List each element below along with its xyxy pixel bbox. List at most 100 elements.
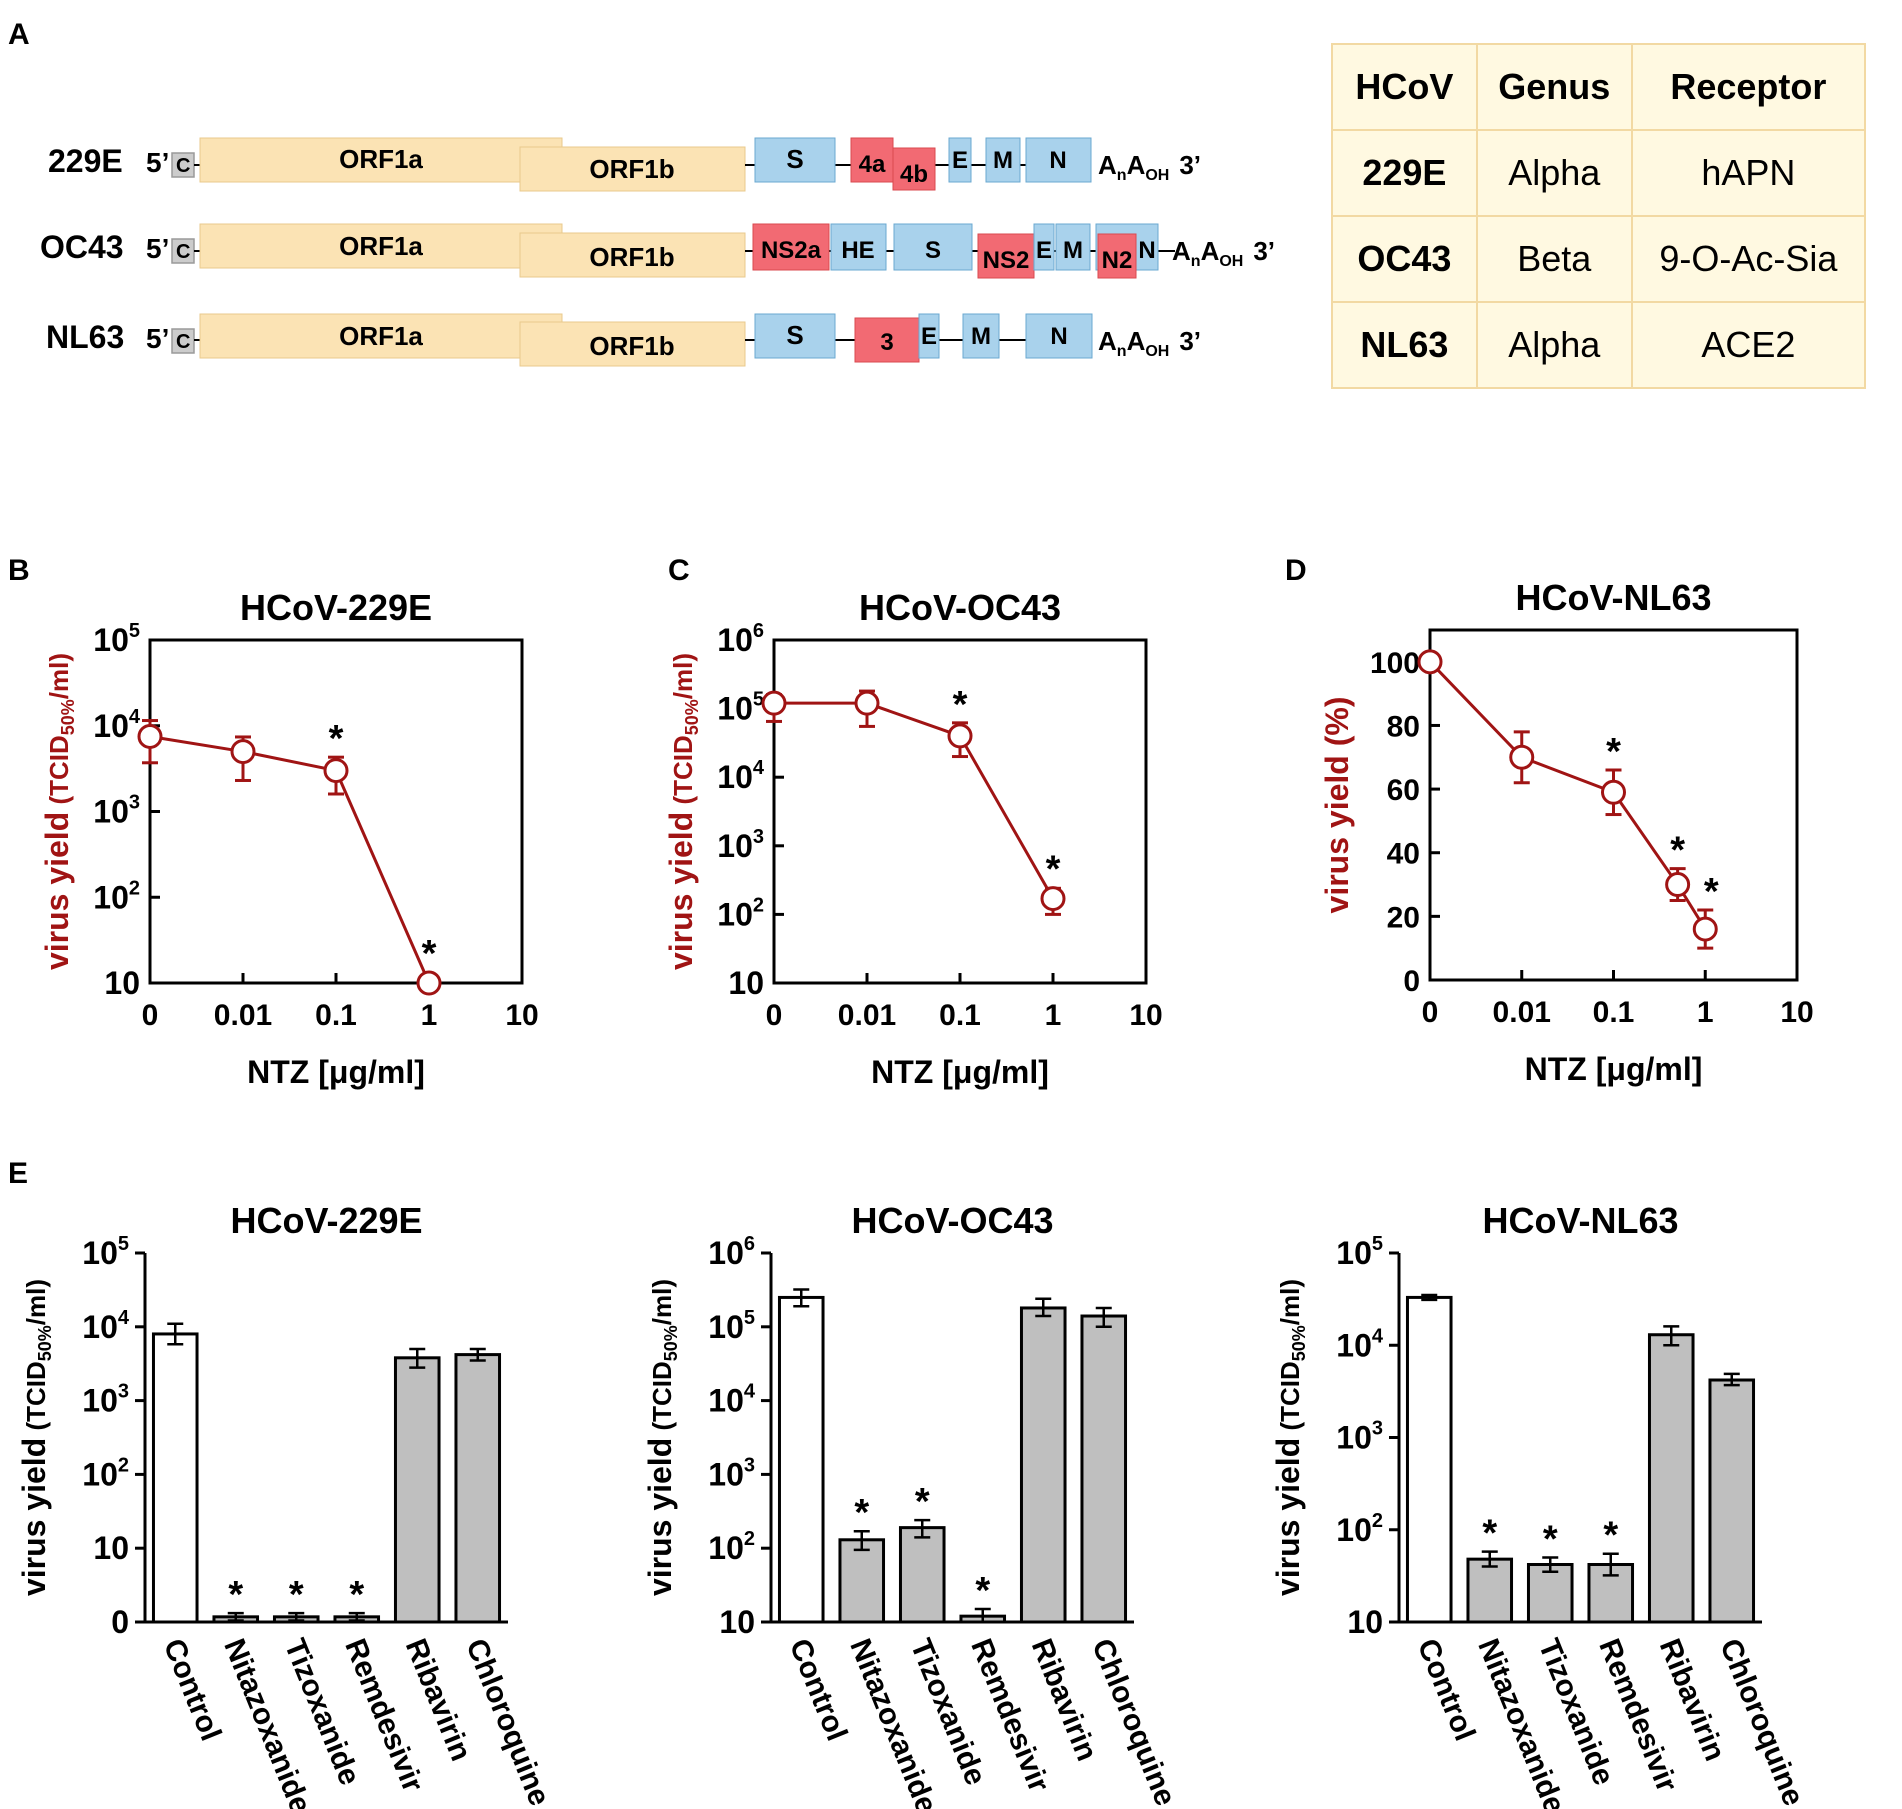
- chart-title: HCoV-NL63: [1482, 1200, 1678, 1241]
- significance-star: *: [854, 1492, 869, 1534]
- y-tick-label: 103: [93, 792, 140, 830]
- gene-n-label: N: [1049, 147, 1066, 174]
- three-prime-label: 3’: [1253, 236, 1275, 266]
- y-axis-label: virus yield (%): [1319, 697, 1355, 914]
- gene-s-label: S: [925, 237, 941, 264]
- panel-label-a: A: [8, 18, 30, 51]
- chart-panel-e-229e: 0 10 102 103 104 105 HCoV-229E virus yield (TCI…: [16, 1200, 556, 1809]
- chart-panel-e-nl63: 10 102 103 104 105 HCoV-NL63 virus yield (TCID…: [1270, 1200, 1810, 1809]
- significance-star: *: [1670, 830, 1685, 872]
- chart-panel-c-oc43: 10 102 103 104 105 106 0 0.01 0.1 1 10 HCoV-OC43 NTZ…: [663, 587, 1163, 1090]
- chart-panel-b-229e: 10 102 103 104 105 0 0.01 0.1 1 10 HCoV-229E NTZ [μ…: [39, 587, 539, 1090]
- gene-n2-label: N2: [1102, 247, 1133, 274]
- plot-frame: [148, 638, 524, 985]
- x-tick-label: 0.1: [1593, 996, 1635, 1029]
- y-tick-label: 40: [1387, 838, 1420, 871]
- table-cell: Alpha: [1475, 129, 1633, 217]
- data-point: [761, 690, 787, 716]
- panel-label-e: E: [8, 1157, 28, 1190]
- data-point: [1601, 779, 1626, 805]
- bar: [1647, 1333, 1695, 1624]
- y-tick-label: 105: [93, 620, 140, 658]
- table-cell: Beta: [1475, 215, 1633, 303]
- bar: [1526, 1563, 1574, 1624]
- gene-e-label: E: [921, 323, 937, 350]
- y-tick-label: 0: [1403, 965, 1420, 998]
- five-prime-label: 5’: [146, 323, 169, 354]
- y-axis-label: virus yield (TCID50%/ml): [642, 1279, 681, 1596]
- tail-oh: OH: [1145, 343, 1169, 360]
- gene-ns2a-label: NS2a: [761, 237, 822, 264]
- table-header: Genus: [1475, 43, 1633, 131]
- y-tick-label: 104: [708, 1381, 756, 1419]
- gene-e-box: [1033, 223, 1055, 271]
- bar: [1708, 1378, 1756, 1624]
- bar: [1405, 1295, 1453, 1624]
- gene-m-label: M: [1063, 237, 1083, 264]
- series-line: [1428, 660, 1707, 930]
- five-prime-label: 5’: [146, 233, 169, 264]
- genome-name: 229E: [48, 143, 123, 179]
- table-row: 229E Alpha hAPN: [1331, 129, 1867, 217]
- gene-4b-box: [892, 147, 936, 191]
- y-tick-label: 60: [1387, 774, 1420, 807]
- poly-a-tail: AnAOH 3’: [1172, 236, 1275, 270]
- x-category-label: Chloroquine: [1085, 1634, 1182, 1809]
- tail-a: A: [1172, 236, 1191, 266]
- significance-star: *: [422, 933, 437, 975]
- table-header-row: HCoV Genus Receptor: [1331, 43, 1867, 131]
- x-tick-label: 10: [1780, 996, 1813, 1029]
- y-tick-label: 10: [728, 965, 764, 1001]
- three-prime-label: 3’: [1179, 326, 1201, 356]
- data-point: [1040, 886, 1066, 912]
- orf1b-label: ORF1b: [589, 331, 674, 361]
- gene-n-box: [1025, 313, 1093, 359]
- data-point: [947, 723, 973, 749]
- gene-4a-label: 4a: [859, 151, 886, 178]
- orf1a-box: [199, 223, 563, 269]
- significance-star: *: [228, 1574, 243, 1616]
- significance-star: *: [1603, 1515, 1618, 1557]
- x-tick-label: 0: [766, 999, 783, 1032]
- genome-name: NL63: [46, 319, 124, 355]
- gene-ns2a-box: [752, 223, 830, 271]
- significance-star: *: [289, 1574, 304, 1616]
- tail-a2: A: [1201, 236, 1220, 266]
- y-tick-label: 102: [93, 877, 140, 915]
- y-tick-label: 102: [1336, 1510, 1383, 1548]
- x-tick-label: 0: [142, 999, 159, 1032]
- x-category-label: Chloroquine: [1713, 1634, 1810, 1809]
- chart-title: HCoV-OC43: [859, 587, 1061, 628]
- gene-4a-box: [850, 137, 894, 183]
- bar: [838, 1538, 886, 1624]
- x-axis-label: NTZ [μg/ml]: [247, 1054, 425, 1090]
- x-tick-label: 0.01: [1493, 996, 1551, 1029]
- five-prime-label: 5’: [146, 147, 169, 178]
- y-tick-label: 102: [717, 894, 764, 932]
- y-tick-label: 103: [717, 826, 764, 864]
- gene-s-box: [893, 223, 973, 271]
- x-tick-label: 1: [1045, 999, 1062, 1032]
- table-cell: 9-O-Ac-Sia: [1630, 215, 1867, 303]
- bar: [454, 1353, 502, 1624]
- y-axis-label: virus yield (TCID50%/ml): [39, 653, 78, 970]
- bar: [1019, 1306, 1067, 1624]
- x-tick-label: 0: [1422, 996, 1439, 1029]
- table-cell: ACE2: [1630, 301, 1867, 389]
- x-tick-label: 1: [1697, 996, 1714, 1029]
- gene-m-box: [962, 313, 1000, 359]
- chart-panel-e-oc43: 10 102 103 104 105 106 HCoV-OC43 virus yield (T…: [642, 1200, 1182, 1809]
- chart-title: HCoV-229E: [240, 587, 432, 628]
- y-tick-label: 103: [708, 1454, 755, 1492]
- gene-he-label: HE: [841, 237, 874, 264]
- significance-star: *: [1606, 731, 1621, 773]
- y-tick-label: 105: [717, 689, 764, 727]
- y-tick-label: 104: [93, 706, 141, 744]
- y-tick-label: 106: [717, 620, 764, 658]
- significance-star: *: [1482, 1513, 1497, 1555]
- cap-label: C: [176, 241, 190, 263]
- three-prime-label: 3’: [1179, 150, 1201, 180]
- y-axis-label: virus yield (TCID50%/ml): [663, 653, 702, 970]
- gene-m-box: [1055, 223, 1091, 271]
